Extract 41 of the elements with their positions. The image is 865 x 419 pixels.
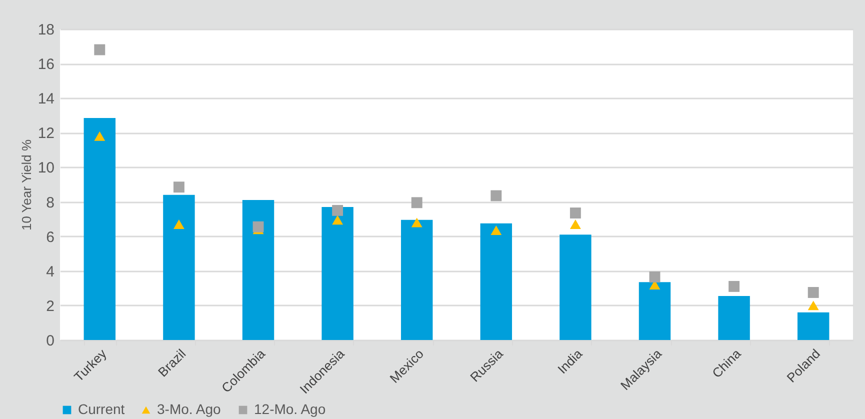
y-tick-label: 12 <box>38 125 54 142</box>
point <box>173 182 184 193</box>
point <box>332 215 344 225</box>
bar <box>400 220 433 340</box>
y-tick-label: 8 <box>46 194 54 212</box>
point <box>490 226 502 236</box>
legend-label: 3-Mo. Ago <box>157 401 222 417</box>
point <box>173 219 184 229</box>
bar <box>638 282 671 340</box>
point <box>649 271 660 282</box>
point <box>94 131 106 141</box>
point <box>94 44 106 56</box>
point <box>808 300 819 310</box>
legend-label: 12-Mo. Ago <box>254 401 326 417</box>
bar <box>718 296 750 340</box>
y-tick-label: 16 <box>38 56 54 74</box>
bar <box>84 118 116 340</box>
y-tick-label: 2 <box>46 298 54 315</box>
point <box>728 280 740 292</box>
y-tick-label: 4 <box>46 263 54 280</box>
legend-label: Current <box>78 401 125 417</box>
y-tick-label: 6 <box>46 228 54 246</box>
bar <box>797 312 830 340</box>
y-tick-label: 18 <box>38 22 54 38</box>
y-axis-title: 10 Year Yield % <box>18 139 34 231</box>
bar <box>560 234 592 340</box>
point <box>570 219 581 229</box>
point <box>411 218 422 228</box>
point <box>570 208 581 218</box>
bar <box>242 200 274 340</box>
point <box>808 287 819 298</box>
point <box>332 204 344 216</box>
point <box>411 197 422 208</box>
bar <box>322 206 354 340</box>
bar <box>480 223 512 340</box>
bar <box>163 194 195 340</box>
y-tick-label: 10 <box>38 160 54 177</box>
y-tick-label: 14 <box>38 90 54 108</box>
y-tick-label: 0 <box>46 332 54 350</box>
point <box>252 221 264 232</box>
point <box>490 190 502 202</box>
